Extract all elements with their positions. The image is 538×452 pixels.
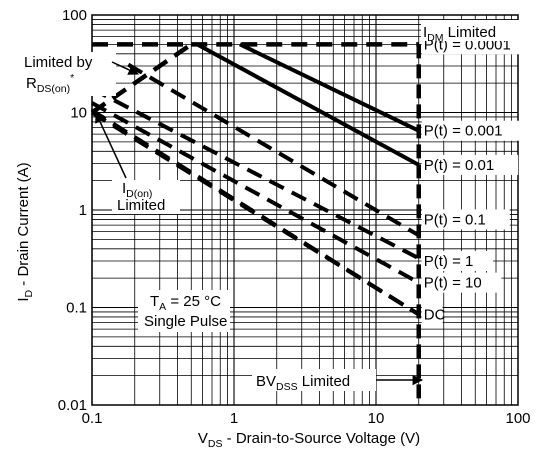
series-label-box [421,154,519,175]
series-label: P(t) = 0.001 [424,123,503,140]
series-label-box [421,272,502,293]
plot-frame [91,14,519,406]
annotation-id-on-arrow [95,112,127,179]
annotation-id-on-line1: ID(on) [122,180,152,200]
series-label: P(t) = 0.01 [424,157,494,174]
series-line [90,110,420,317]
x-axis-title: VDS - Drain-to-Source Voltage (V) [198,430,420,450]
rds-on-limit-line [90,42,193,115]
x-tick-label: 10 [368,410,385,427]
series-label: P(t) = 10 [424,275,482,292]
y-tick-label: 1 [79,202,87,219]
x-tick-label: 100 [505,410,530,427]
annotation-rds-on-line1: Limited by [24,54,93,71]
y-tick-label: 10 [70,105,87,122]
annotation-rds-on-line2: RDS(on)* [26,72,74,95]
annotation-rds-on-arrow [111,61,139,75]
series-line [127,62,420,238]
annotation-idm-limited: IDM Limited [423,24,496,44]
annotation-conditions-line1: TA = 25 °C [150,293,221,313]
y-axis-title: ID - Drain Current (A) [15,162,35,301]
series-label: P(t) = 1 [424,253,474,270]
series-label-box [421,250,493,271]
y-tick-label: 0.1 [66,300,87,317]
series-label-box [421,120,527,141]
x-tick-label: 1 [230,410,238,427]
series-line [196,42,420,167]
series-lines [90,42,420,317]
annotation-bvdss-limited: BVDSS Limited [256,373,350,393]
series-line [91,87,420,261]
series-line [91,101,420,285]
annotation-conditions-line2: Single Pulse [144,313,227,330]
x-tick-label: 0.1 [82,410,103,427]
y-tick-label: 100 [62,7,87,24]
annotation-id-on-line2: Limited [117,197,165,214]
series-label: DC [424,306,446,323]
series-label-box [421,304,443,325]
series-label-box [421,209,510,230]
series-label: P(t) = 0.1 [424,211,486,228]
y-tick-label: 0.01 [58,397,87,414]
series-line [239,42,420,133]
limit-boundaries [90,42,421,405]
